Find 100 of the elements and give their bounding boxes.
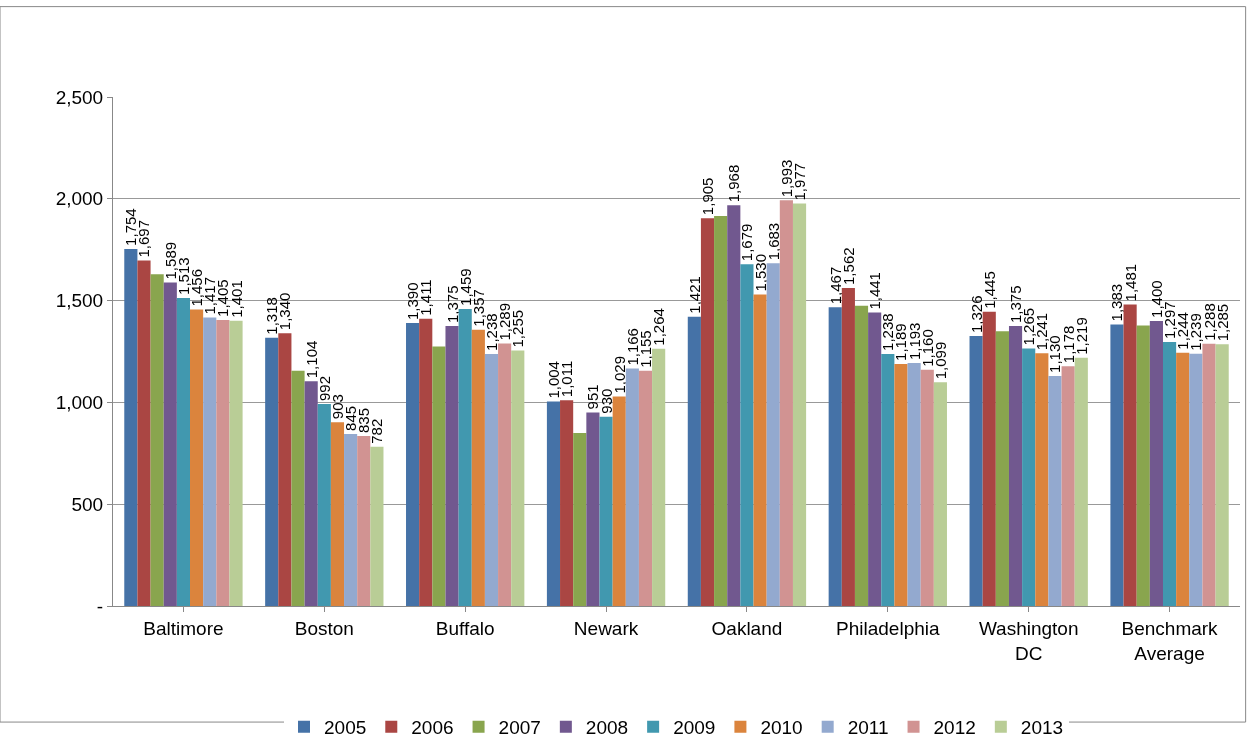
legend-label: 2005 bbox=[324, 717, 367, 739]
data-label: 1,004 bbox=[544, 361, 562, 399]
bar bbox=[150, 274, 164, 606]
bar bbox=[229, 320, 243, 606]
data-label: 1,264 bbox=[650, 308, 668, 346]
y-tick-label: 1,000 bbox=[55, 392, 104, 414]
bar bbox=[638, 370, 653, 606]
legend-label: 2011 bbox=[847, 717, 889, 739]
legend-label: 2012 bbox=[933, 717, 976, 739]
bar bbox=[1035, 353, 1049, 606]
bar bbox=[907, 363, 921, 606]
bar bbox=[1123, 304, 1137, 606]
bar bbox=[445, 326, 459, 606]
bar bbox=[740, 264, 754, 606]
bar bbox=[176, 297, 191, 606]
data-label: 1,993 bbox=[777, 159, 795, 198]
bar bbox=[1110, 324, 1124, 606]
bar bbox=[687, 316, 701, 606]
legend-label: 2009 bbox=[673, 717, 716, 739]
data-label: 1,421 bbox=[685, 276, 703, 314]
bar bbox=[1136, 325, 1150, 606]
bar bbox=[511, 350, 525, 606]
bar bbox=[357, 435, 371, 606]
bar bbox=[1048, 375, 1062, 606]
bar bbox=[1202, 343, 1216, 606]
y-tick-label: 500 bbox=[71, 493, 104, 515]
bar bbox=[498, 343, 512, 606]
legend-label: 2010 bbox=[760, 717, 803, 739]
bar bbox=[982, 311, 996, 606]
bar bbox=[278, 333, 292, 606]
bar bbox=[560, 400, 574, 606]
bar bbox=[190, 309, 204, 606]
bar bbox=[920, 369, 934, 606]
data-label: 1,441 bbox=[866, 272, 884, 310]
y-tick-label: 1,500 bbox=[55, 290, 104, 312]
bar bbox=[124, 248, 138, 606]
x-tick-label: Buffalo bbox=[435, 617, 495, 639]
bar bbox=[203, 317, 217, 606]
data-label: 992 bbox=[315, 376, 333, 402]
bar bbox=[1189, 353, 1203, 606]
data-label: 1,326 bbox=[967, 295, 985, 334]
y-tick-label: 2,500 bbox=[55, 86, 104, 108]
data-label: 1,968 bbox=[725, 164, 743, 203]
bar bbox=[458, 308, 472, 606]
bar bbox=[546, 401, 561, 606]
bar bbox=[265, 337, 279, 606]
bar bbox=[599, 416, 613, 606]
bar bbox=[291, 370, 305, 606]
legend-label: 2008 bbox=[585, 717, 629, 739]
bar bbox=[714, 216, 728, 606]
y-tick-label: - bbox=[96, 595, 104, 617]
bar bbox=[841, 287, 855, 606]
bar bbox=[894, 363, 908, 606]
x-tick-label: Boston bbox=[294, 617, 354, 639]
bar bbox=[727, 205, 741, 606]
legend-label: 2007 bbox=[498, 717, 541, 739]
bar bbox=[766, 263, 780, 606]
bar bbox=[304, 381, 318, 606]
bar bbox=[612, 396, 626, 606]
bar bbox=[406, 323, 420, 606]
y-tick-label: 2,000 bbox=[55, 188, 104, 210]
x-tick-label: Philadelphia bbox=[836, 617, 940, 639]
bar bbox=[625, 368, 639, 606]
x-tick-label: Washington DC bbox=[978, 617, 1079, 664]
legend-label: 2013 bbox=[1020, 717, 1064, 739]
bar bbox=[1149, 320, 1163, 606]
data-label: 1,104 bbox=[302, 340, 320, 379]
bar bbox=[344, 433, 358, 606]
bar bbox=[1061, 366, 1075, 606]
bar bbox=[330, 422, 345, 606]
bar bbox=[137, 260, 151, 606]
x-tick-label: Oakland bbox=[711, 617, 783, 639]
bar bbox=[484, 353, 499, 606]
bar bbox=[854, 305, 869, 606]
bar bbox=[792, 203, 807, 606]
bar bbox=[471, 329, 485, 606]
x-tick-label: Baltimore bbox=[143, 617, 224, 639]
bar bbox=[881, 353, 895, 606]
bar bbox=[700, 218, 715, 606]
legend-label: 2006 bbox=[411, 717, 454, 739]
bar bbox=[586, 412, 600, 606]
bar bbox=[163, 282, 177, 606]
bar bbox=[1162, 341, 1177, 606]
bar bbox=[1008, 326, 1023, 606]
data-label: 1,400 bbox=[1147, 280, 1165, 318]
bar bbox=[1176, 352, 1190, 606]
bar bbox=[1074, 357, 1088, 606]
bar bbox=[573, 432, 587, 606]
bar bbox=[1215, 344, 1229, 606]
data-label: 1,905 bbox=[698, 177, 716, 216]
data-label: 1,375 bbox=[443, 285, 461, 324]
bar bbox=[753, 294, 767, 606]
bar bbox=[216, 319, 230, 606]
bar bbox=[868, 312, 882, 606]
bar bbox=[933, 382, 947, 606]
bar bbox=[779, 200, 793, 606]
bar bbox=[995, 331, 1009, 606]
x-tick-label: Benchmark Average bbox=[1121, 617, 1219, 664]
bar bbox=[432, 346, 446, 606]
bar bbox=[828, 307, 842, 606]
